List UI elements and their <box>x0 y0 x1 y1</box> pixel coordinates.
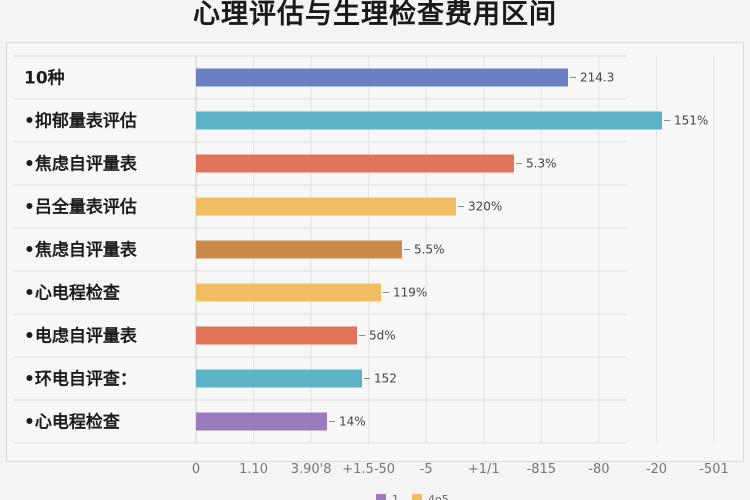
legend-swatch <box>412 494 422 500</box>
x-tick-label: -815 <box>527 462 557 477</box>
value-label: 214.3 <box>580 71 614 85</box>
bar <box>196 68 568 87</box>
value-label: 119% <box>393 286 427 300</box>
x-tick-label: 3.90'8 <box>291 462 332 477</box>
category-label: •吕全量表评估 <box>24 197 137 218</box>
category-label: •电虑自评量表 <box>24 326 138 347</box>
value-label: 5d% <box>369 329 396 343</box>
category-label: •环电自评查： <box>24 369 137 390</box>
x-tick-label: -5 <box>420 462 433 477</box>
value-label: 14% <box>339 415 366 429</box>
category-label: 10种 <box>24 68 65 89</box>
chart-title: 心理评估与生理检查费用区间 <box>193 0 557 30</box>
x-tick-label: +1.5-50 <box>342 462 395 477</box>
x-tick-label: -20 <box>646 462 667 477</box>
x-tick-label: 0 <box>192 462 200 477</box>
legend-swatch <box>376 494 386 500</box>
category-label: •心电程检查 <box>24 412 121 433</box>
value-label: 152 <box>374 372 397 386</box>
bar <box>196 369 362 388</box>
category-label: •焦虑自评量表 <box>24 240 138 261</box>
bar <box>196 111 662 130</box>
bar <box>196 197 456 216</box>
value-label: 151% <box>674 114 708 128</box>
x-tick-label: +1/1 <box>468 462 500 477</box>
value-label: 5.5% <box>414 243 445 257</box>
x-tick-label: -80 <box>588 462 609 477</box>
x-tick-label: 1.10 <box>239 462 268 477</box>
bar <box>196 283 381 302</box>
bar <box>196 326 357 345</box>
x-tick-label: -501 <box>699 462 729 477</box>
bar <box>196 412 327 431</box>
value-label: 320% <box>468 200 502 214</box>
legend-label: 4o5 <box>428 493 449 500</box>
value-label: 5.3% <box>526 157 557 171</box>
category-label: •抑郁量表评估 <box>24 111 137 132</box>
category-label: •心电程检查 <box>24 283 121 304</box>
category-label: •焦虑自评量表 <box>24 154 138 175</box>
legend-label: 1 <box>392 493 399 500</box>
bar <box>196 154 514 173</box>
bar <box>196 240 402 259</box>
